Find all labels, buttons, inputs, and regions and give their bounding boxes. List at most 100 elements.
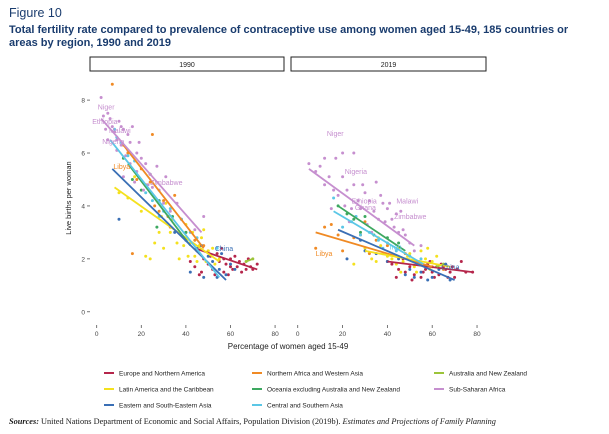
data-point	[390, 257, 394, 261]
data-point	[162, 201, 166, 205]
data-point	[341, 225, 345, 229]
legend-label: Australia and New Zealand	[449, 370, 527, 377]
trend-line	[245, 258, 254, 263]
data-point	[352, 151, 356, 155]
annotation-label: Zimbabwe	[150, 180, 182, 187]
data-point	[168, 230, 172, 234]
y-tick-label: 0	[81, 309, 85, 316]
data-point	[379, 244, 383, 248]
data-point	[244, 267, 248, 271]
data-point	[135, 178, 139, 181]
data-point	[113, 127, 116, 131]
x-tick-label: 40	[384, 331, 392, 338]
annotation-label: Nigeria	[102, 139, 124, 146]
data-point	[202, 275, 206, 279]
data-point	[329, 207, 333, 211]
data-point	[222, 270, 226, 274]
data-point	[430, 275, 434, 279]
data-point	[385, 207, 389, 211]
data-point	[175, 241, 179, 245]
data-point	[162, 246, 166, 250]
data-point	[193, 265, 197, 269]
data-point	[419, 270, 423, 274]
data-point	[215, 246, 219, 250]
source-prefix: Sources:	[9, 417, 39, 426]
data-point	[424, 257, 427, 261]
x-axis-label: Percentage of women aged 15-49	[228, 342, 349, 351]
data-point	[130, 178, 134, 181]
data-point	[139, 188, 143, 192]
data-point	[255, 262, 259, 266]
annotation-label: China	[441, 264, 459, 271]
trend-line	[337, 228, 455, 281]
data-point	[359, 230, 362, 234]
x-tick-label: 0	[95, 331, 99, 338]
data-point	[195, 260, 199, 263]
data-point	[133, 175, 137, 179]
data-point	[432, 275, 436, 279]
data-point	[119, 125, 123, 129]
data-point	[193, 238, 197, 242]
annotation-label: Nigeria	[345, 169, 367, 176]
data-point	[108, 117, 112, 121]
data-point	[144, 254, 148, 258]
annotation-label: Niger	[327, 131, 344, 138]
data-point	[157, 209, 161, 213]
data-point	[341, 175, 345, 179]
data-point	[412, 273, 416, 277]
legend-label: Europe and Northern America	[119, 370, 205, 377]
x-tick-label: 80	[473, 331, 481, 338]
data-point	[153, 204, 157, 208]
data-point	[193, 254, 197, 258]
data-point	[426, 246, 430, 250]
data-point	[372, 209, 376, 213]
data-point	[106, 111, 110, 115]
annotation-label: China	[215, 246, 233, 253]
data-point	[401, 260, 405, 263]
data-point	[323, 183, 327, 187]
data-point	[130, 252, 134, 256]
trend-line	[127, 163, 192, 247]
data-point	[200, 236, 203, 240]
data-point	[403, 233, 407, 237]
legend-label: Central and Southern Asia	[267, 402, 343, 409]
data-point	[240, 270, 244, 274]
data-point	[341, 249, 345, 253]
x-tick-label: 60	[429, 331, 437, 338]
data-point	[220, 246, 224, 250]
trend-line	[114, 186, 220, 263]
data-point	[139, 156, 143, 160]
legend-label: Northern Africa and Western Asia	[267, 370, 363, 377]
data-point	[119, 143, 123, 147]
data-point	[332, 196, 336, 200]
annotation-label: Niger	[98, 104, 115, 111]
data-point	[341, 151, 345, 155]
data-point	[388, 201, 392, 205]
annotation-label: Libya	[113, 164, 130, 171]
data-point	[336, 193, 340, 197]
data-point	[110, 82, 114, 86]
data-point	[229, 265, 232, 269]
data-point	[153, 241, 157, 245]
data-point	[426, 278, 430, 282]
y-axis-label: Live births per woman	[64, 161, 73, 234]
data-point	[126, 154, 130, 158]
data-point	[329, 223, 333, 226]
data-point	[376, 238, 380, 242]
data-point	[448, 270, 452, 274]
data-point	[410, 278, 414, 282]
data-point	[343, 204, 347, 208]
y-tick-label: 8	[81, 98, 85, 105]
y-tick-label: 2	[81, 256, 85, 263]
data-point	[390, 262, 394, 266]
data-point	[363, 215, 367, 218]
legend-label: Sub-Saharan Africa	[449, 386, 506, 393]
data-point	[318, 164, 322, 168]
data-point	[224, 273, 228, 277]
data-point	[188, 270, 192, 274]
panel-title-1990: 1990	[179, 62, 195, 69]
data-point	[352, 183, 356, 187]
trend-line	[100, 118, 203, 233]
y-tick-label: 6	[81, 151, 85, 158]
data-point	[336, 233, 340, 237]
